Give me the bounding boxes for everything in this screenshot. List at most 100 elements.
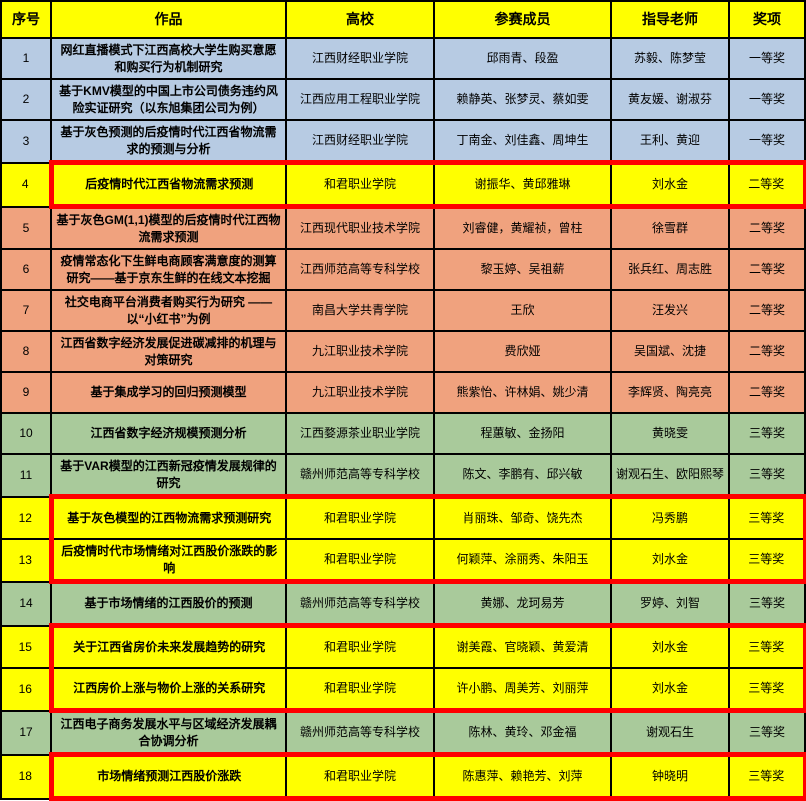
award-cell[interactable]: 一等奖 bbox=[728, 78, 806, 121]
work-title-cell[interactable]: 基于灰色模型的江西物流需求预测研究 bbox=[48, 494, 287, 540]
header-award[interactable]: 奖项 bbox=[728, 0, 806, 39]
members-cell[interactable]: 熊紫怡、许林娟、姚少清 bbox=[433, 371, 612, 414]
advisors-cell[interactable]: 钟晓明 bbox=[610, 752, 730, 801]
school-cell[interactable]: 江西财经职业学院 bbox=[285, 119, 435, 164]
school-cell[interactable]: 赣州师范高等专科学校 bbox=[285, 453, 435, 498]
award-cell[interactable]: 三等奖 bbox=[728, 494, 806, 540]
award-cell[interactable]: 二等奖 bbox=[728, 371, 806, 414]
serial-cell[interactable]: 2 bbox=[0, 78, 52, 121]
award-cell[interactable]: 三等奖 bbox=[728, 709, 806, 756]
header-members[interactable]: 参赛成员 bbox=[433, 0, 612, 39]
members-cell[interactable]: 邱雨青、段盈 bbox=[433, 37, 612, 80]
serial-cell[interactable]: 9 bbox=[0, 371, 52, 414]
serial-cell[interactable]: 13 bbox=[0, 538, 52, 583]
award-cell[interactable]: 一等奖 bbox=[728, 119, 806, 164]
members-cell[interactable]: 程蕙敏、金扬阳 bbox=[433, 412, 612, 455]
members-cell[interactable]: 赖静英、张梦灵、蔡如雯 bbox=[433, 78, 612, 121]
work-title-cell[interactable]: 江西省数字经济发展促进碳减排的机理与对策研究 bbox=[50, 330, 287, 373]
serial-cell[interactable]: 4 bbox=[0, 161, 52, 208]
work-title-cell[interactable]: 基于灰色GM(1,1)模型的后疫情时代江西物流需求预测 bbox=[50, 205, 287, 250]
advisors-cell[interactable]: 苏毅、陈梦莹 bbox=[610, 37, 730, 80]
work-title-cell[interactable]: 关于江西省房价未来发展趋势的研究 bbox=[48, 623, 287, 669]
advisors-cell[interactable]: 李辉贤、陶亮亮 bbox=[610, 371, 730, 414]
work-title-cell[interactable]: 江西房价上涨与物价上涨的关系研究 bbox=[48, 667, 287, 713]
work-title-cell[interactable]: 网红直播模式下江西高校大学生购买意愿和购买行为机制研究 bbox=[50, 37, 287, 80]
members-cell[interactable]: 王欣 bbox=[433, 289, 612, 332]
award-cell[interactable]: 二等奖 bbox=[728, 248, 806, 291]
members-cell[interactable]: 何颖萍、涂丽秀、朱阳玉 bbox=[433, 538, 612, 584]
award-cell[interactable]: 三等奖 bbox=[728, 752, 806, 801]
school-cell[interactable]: 和君职业学院 bbox=[285, 752, 435, 801]
advisors-cell[interactable]: 刘水金 bbox=[610, 160, 730, 209]
work-title-cell[interactable]: 市场情绪预测江西股价涨跌 bbox=[48, 752, 287, 801]
serial-cell[interactable]: 11 bbox=[0, 453, 52, 498]
members-cell[interactable]: 谢美霞、官晓颖、黄爱清 bbox=[433, 623, 612, 669]
school-cell[interactable]: 南昌大学共青学院 bbox=[285, 289, 435, 332]
members-cell[interactable]: 丁南金、刘佳鑫、周坤生 bbox=[433, 119, 612, 164]
award-cell[interactable]: 三等奖 bbox=[728, 580, 806, 627]
award-cell[interactable]: 三等奖 bbox=[728, 453, 806, 498]
school-cell[interactable]: 和君职业学院 bbox=[285, 494, 435, 540]
advisors-cell[interactable]: 刘水金 bbox=[610, 538, 730, 584]
advisors-cell[interactable]: 张兵红、周志胜 bbox=[610, 248, 730, 291]
award-cell[interactable]: 三等奖 bbox=[728, 538, 806, 584]
school-cell[interactable]: 和君职业学院 bbox=[285, 538, 435, 584]
work-title-cell[interactable]: 江西电子商务发展水平与区域经济发展耦合协调分析 bbox=[50, 709, 287, 756]
school-cell[interactable]: 和君职业学院 bbox=[285, 160, 435, 209]
work-title-cell[interactable]: 江西省数字经济规模预测分析 bbox=[50, 412, 287, 455]
award-cell[interactable]: 二等奖 bbox=[728, 289, 806, 332]
members-cell[interactable]: 许小鹏、周美芳、刘丽萍 bbox=[433, 667, 612, 713]
school-cell[interactable]: 江西财经职业学院 bbox=[285, 37, 435, 80]
advisors-cell[interactable]: 黄友媛、谢淑芬 bbox=[610, 78, 730, 121]
school-cell[interactable]: 江西应用工程职业学院 bbox=[285, 78, 435, 121]
school-cell[interactable]: 和君职业学院 bbox=[285, 623, 435, 669]
advisors-cell[interactable]: 罗婷、刘智 bbox=[610, 580, 730, 627]
award-cell[interactable]: 三等奖 bbox=[728, 623, 806, 669]
serial-cell[interactable]: 12 bbox=[0, 495, 52, 540]
award-cell[interactable]: 二等奖 bbox=[728, 160, 806, 209]
award-cell[interactable]: 一等奖 bbox=[728, 37, 806, 80]
school-cell[interactable]: 赣州师范高等专科学校 bbox=[285, 580, 435, 627]
award-cell[interactable]: 三等奖 bbox=[728, 412, 806, 455]
members-cell[interactable]: 陈林、黄玲、邓金福 bbox=[433, 709, 612, 756]
serial-cell[interactable]: 3 bbox=[0, 119, 52, 164]
school-cell[interactable]: 和君职业学院 bbox=[285, 667, 435, 713]
serial-cell[interactable]: 5 bbox=[0, 205, 52, 250]
work-title-cell[interactable]: 基于KMV模型的中国上市公司债务违约风险实证研究（以东旭集团公司为例） bbox=[50, 78, 287, 121]
work-title-cell[interactable]: 疫情常态化下生鲜电商顾客满意度的测算研究——基于京东生鲜的在线文本挖掘 bbox=[50, 248, 287, 291]
school-cell[interactable]: 江西婺源茶业职业学院 bbox=[285, 412, 435, 455]
serial-cell[interactable]: 7 bbox=[0, 289, 52, 332]
serial-cell[interactable]: 15 bbox=[0, 624, 52, 669]
members-cell[interactable]: 陈文、李鹏有、邱兴敏 bbox=[433, 453, 612, 498]
header-school[interactable]: 高校 bbox=[285, 0, 435, 39]
school-cell[interactable]: 江西师范高等专科学校 bbox=[285, 248, 435, 291]
serial-cell[interactable]: 8 bbox=[0, 330, 52, 373]
members-cell[interactable]: 肖丽珠、邹奇、饶先杰 bbox=[433, 494, 612, 540]
members-cell[interactable]: 费欣娅 bbox=[433, 330, 612, 373]
advisors-cell[interactable]: 刘水金 bbox=[610, 667, 730, 713]
school-cell[interactable]: 九江职业技术学院 bbox=[285, 371, 435, 414]
members-cell[interactable]: 谢振华、黄邱雅琳 bbox=[433, 160, 612, 209]
serial-cell[interactable]: 18 bbox=[0, 753, 52, 800]
serial-cell[interactable]: 17 bbox=[0, 709, 52, 756]
work-title-cell[interactable]: 基于集成学习的回归预测模型 bbox=[50, 371, 287, 414]
award-cell[interactable]: 三等奖 bbox=[728, 667, 806, 713]
work-title-cell[interactable]: 社交电商平台消费者购买行为研究 ——以“小红书”为例 bbox=[50, 289, 287, 332]
serial-cell[interactable]: 6 bbox=[0, 248, 52, 291]
advisors-cell[interactable]: 谢观石生 bbox=[610, 709, 730, 756]
advisors-cell[interactable]: 徐雪群 bbox=[610, 205, 730, 250]
advisors-cell[interactable]: 汪发兴 bbox=[610, 289, 730, 332]
school-cell[interactable]: 赣州师范高等专科学校 bbox=[285, 709, 435, 756]
members-cell[interactable]: 陈惠萍、赖艳芳、刘萍 bbox=[433, 752, 612, 801]
award-cell[interactable]: 二等奖 bbox=[728, 330, 806, 373]
header-advisors[interactable]: 指导老师 bbox=[610, 0, 730, 39]
advisors-cell[interactable]: 冯秀鹏 bbox=[610, 494, 730, 540]
header-work[interactable]: 作品 bbox=[50, 0, 287, 39]
work-title-cell[interactable]: 基于VAR模型的江西新冠疫情发展规律的研究 bbox=[50, 453, 287, 498]
advisors-cell[interactable]: 谢观石生、欧阳熙琴 bbox=[610, 453, 730, 498]
serial-cell[interactable]: 14 bbox=[0, 580, 52, 627]
members-cell[interactable]: 刘睿健，黄耀祯，曾柱 bbox=[433, 205, 612, 250]
work-title-cell[interactable]: 基于市场情绪的江西股价的预测 bbox=[50, 580, 287, 627]
serial-cell[interactable]: 1 bbox=[0, 37, 52, 80]
advisors-cell[interactable]: 刘水金 bbox=[610, 623, 730, 669]
